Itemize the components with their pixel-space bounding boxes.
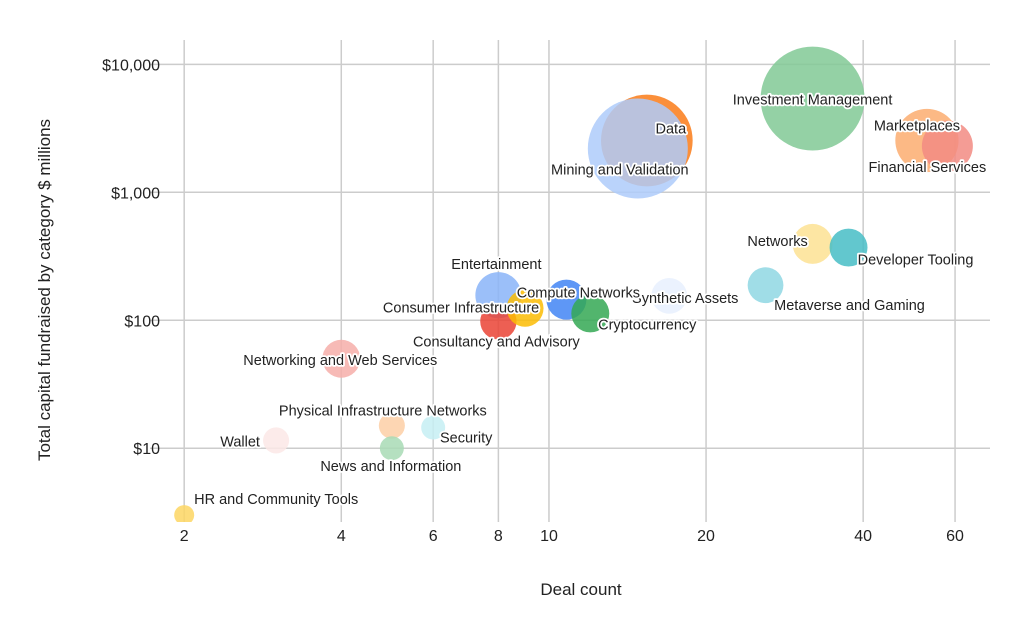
bubble-label: Data bbox=[656, 122, 688, 138]
bubble bbox=[792, 223, 833, 264]
x-tick-label: 4 bbox=[337, 528, 346, 545]
bubble bbox=[263, 427, 290, 454]
x-tick-label: 2 bbox=[180, 528, 189, 545]
bubble bbox=[571, 294, 610, 333]
bubble-label: HR and Community Tools bbox=[194, 492, 358, 508]
x-tick-label: 40 bbox=[854, 528, 872, 545]
y-tick-label: $10 bbox=[133, 441, 160, 458]
bubble-label: Metaverse and Gaming bbox=[774, 298, 925, 314]
bubble-label: Networking and Web Services bbox=[243, 353, 437, 369]
bubble-label: Mining and Validation bbox=[551, 162, 689, 178]
bubble bbox=[760, 46, 865, 151]
bubble-label: Consultancy and Advisory bbox=[413, 334, 581, 350]
tick-labels: 2 4 6 8 10 20 40 60 $10 $100 $1,000 $10,000 bbox=[102, 57, 964, 545]
x-tick-label: 20 bbox=[697, 528, 715, 545]
bubble-label: Cryptocurrency bbox=[598, 317, 697, 333]
bubble bbox=[421, 415, 446, 440]
bubble-label: Synthetic Assets bbox=[632, 291, 738, 307]
bubble-label: Investment Management bbox=[733, 93, 893, 109]
x-tick-label: 6 bbox=[429, 528, 438, 545]
x-tick-label: 60 bbox=[946, 528, 964, 545]
bubble-label: Wallet bbox=[220, 434, 260, 450]
bubble bbox=[747, 267, 784, 304]
bubble-label: Security bbox=[440, 431, 493, 447]
x-tick-label: 10 bbox=[540, 528, 558, 545]
bubble-label: News and Information bbox=[320, 459, 461, 475]
y-axis-title: Total capital fundraised by category $ m… bbox=[35, 119, 54, 461]
x-axis-title: Deal count bbox=[540, 580, 622, 599]
y-tick-label: $10,000 bbox=[102, 57, 160, 74]
grid bbox=[150, 40, 990, 522]
bubble bbox=[174, 505, 195, 522]
bubble-label: Physical Infrastructure Networks bbox=[279, 404, 487, 420]
bubble bbox=[379, 436, 404, 461]
bubble bbox=[378, 412, 405, 439]
bubble bbox=[829, 228, 868, 267]
bubble-label: Compute Networks bbox=[517, 286, 640, 302]
bubble bbox=[322, 339, 361, 378]
bubble-label: Consumer Infrastructure bbox=[383, 300, 539, 316]
bubble bbox=[921, 120, 973, 172]
bubbles bbox=[174, 46, 973, 522]
x-tick-label: 8 bbox=[494, 528, 503, 545]
y-tick-label: $1,000 bbox=[111, 185, 160, 202]
bubble-label: Developer Tooling bbox=[858, 253, 974, 269]
bubble-label: Financial Services bbox=[869, 160, 987, 176]
bubble-label: Marketplaces bbox=[874, 119, 960, 135]
bubble-label: Networks bbox=[747, 234, 807, 250]
bubble bbox=[651, 278, 688, 314]
y-tick-label: $100 bbox=[124, 313, 160, 330]
bubble bbox=[506, 289, 544, 327]
bubble-labels: Investment Management Data Mining and Vali… bbox=[192, 91, 988, 510]
bubble-label: Entertainment bbox=[451, 257, 541, 273]
bubble bbox=[587, 98, 688, 199]
